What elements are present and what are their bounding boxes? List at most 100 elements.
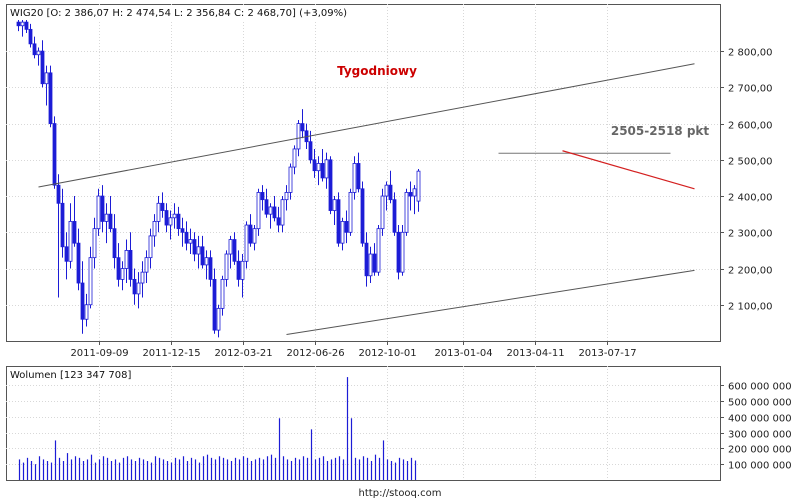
price-tick-label: 2 700,00: [728, 84, 773, 95]
candle-body: [268, 206, 273, 215]
volume-tick-label: 500 000 000: [728, 398, 792, 409]
candle-body: [324, 159, 329, 179]
candle-body: [40, 50, 45, 85]
candle-body: [264, 199, 269, 215]
candle-body: [220, 278, 225, 309]
source-label: http://stooq.com: [359, 488, 442, 499]
candle-body: [28, 28, 33, 45]
price-tick-label: 2 600,00: [728, 121, 773, 132]
candle-body: [160, 202, 165, 211]
candle-body: [260, 192, 265, 201]
candle-body: [332, 199, 337, 211]
candle-body: [104, 213, 109, 222]
channel-upper-line: [38, 63, 695, 188]
candle-body: [276, 217, 281, 226]
candle-body: [56, 184, 61, 204]
candle-body: [296, 123, 301, 150]
candle-body: [348, 192, 353, 233]
candle-body: [112, 228, 117, 259]
candle-body: [392, 199, 397, 233]
candle-body: [80, 282, 85, 320]
candle-body: [352, 163, 357, 193]
candle-body: [328, 159, 333, 211]
candle-body: [88, 257, 93, 306]
date-tick-label: 2011-09-09: [70, 348, 128, 359]
candle-body: [188, 239, 193, 244]
candle-body: [76, 242, 81, 284]
price-tick-label: 2 500,00: [728, 157, 773, 168]
candle-body: [176, 213, 181, 230]
candle-body: [64, 246, 69, 262]
candle-body: [92, 228, 97, 259]
candle-body: [140, 271, 145, 284]
candle-body: [200, 246, 205, 266]
candle-body: [248, 224, 253, 244]
volume-header-bg: [7, 367, 132, 382]
date-tick-label: 2013-07-17: [578, 348, 636, 359]
candle-body: [208, 257, 213, 280]
candle-body: [32, 43, 37, 56]
price-header: WIG20 [O: 2 386,07 H: 2 474,54 L: 2 356,…: [10, 8, 347, 19]
price-header-bg: [7, 5, 337, 20]
candle-body: [316, 163, 321, 172]
candle-body: [380, 195, 385, 230]
candle-body: [396, 231, 401, 273]
candle-body: [256, 192, 261, 230]
candle-body: [408, 192, 413, 197]
candle-body: [388, 184, 393, 201]
candle-body: [24, 21, 29, 30]
candle-body: [36, 50, 41, 56]
candle-body: [292, 148, 297, 168]
interval-label: Tygodniowy: [337, 64, 417, 78]
candle-body: [244, 224, 249, 262]
volume-header: Wolumen [123 347 708]: [10, 370, 131, 381]
candle-body: [136, 282, 141, 295]
candle-body: [72, 221, 77, 244]
candle-body: [312, 159, 317, 172]
price-tick-label: 2 300,00: [728, 229, 773, 240]
volume-tick-label: 300 000 000: [728, 430, 792, 441]
candle-body: [384, 184, 389, 197]
volume-tick-label: 600 000 000: [728, 382, 792, 393]
candle-body: [272, 206, 277, 219]
candle-body: [180, 228, 185, 233]
candle-body: [228, 239, 233, 255]
descending-trend-line: [562, 150, 695, 190]
date-tick-label: 2012-06-26: [286, 348, 344, 359]
candle-body: [224, 253, 229, 280]
candle-body: [240, 260, 245, 280]
candle-body: [164, 210, 169, 226]
candle-body: [412, 188, 417, 197]
date-tick-label: 2013-04-11: [506, 348, 564, 359]
resistance-label: 2505-2518 pkt: [611, 124, 710, 138]
candle-body: [20, 21, 25, 27]
candle-body: [372, 253, 377, 273]
price-tick-label: 2 200,00: [728, 266, 773, 277]
candle-body: [144, 257, 149, 273]
candle-body: [184, 231, 189, 244]
volume-tick-label: 100 000 000: [728, 461, 792, 472]
candle-body: [48, 72, 53, 124]
date-tick-label: 2012-10-01: [358, 348, 416, 359]
candle-body: [84, 304, 89, 320]
candle-body: [404, 192, 409, 233]
candle-body: [364, 242, 369, 277]
candle-body: [196, 246, 201, 255]
candle-body: [368, 253, 373, 277]
candle-body: [124, 250, 129, 269]
candle-body: [360, 188, 365, 244]
candle-body: [284, 192, 289, 201]
candle-body: [96, 195, 101, 230]
candle-body: [168, 217, 173, 226]
candle-body: [52, 123, 57, 186]
date-tick-label: 2011-12-15: [142, 348, 200, 359]
candle-body: [400, 231, 405, 273]
candle-body: [108, 213, 113, 230]
candle-body: [416, 170, 421, 202]
candle-body: [128, 250, 133, 280]
price-tick-label: 2 800,00: [728, 48, 773, 59]
candle-body: [300, 123, 305, 132]
candle-body: [340, 221, 345, 244]
date-tick-label: 2012-03-21: [214, 348, 272, 359]
